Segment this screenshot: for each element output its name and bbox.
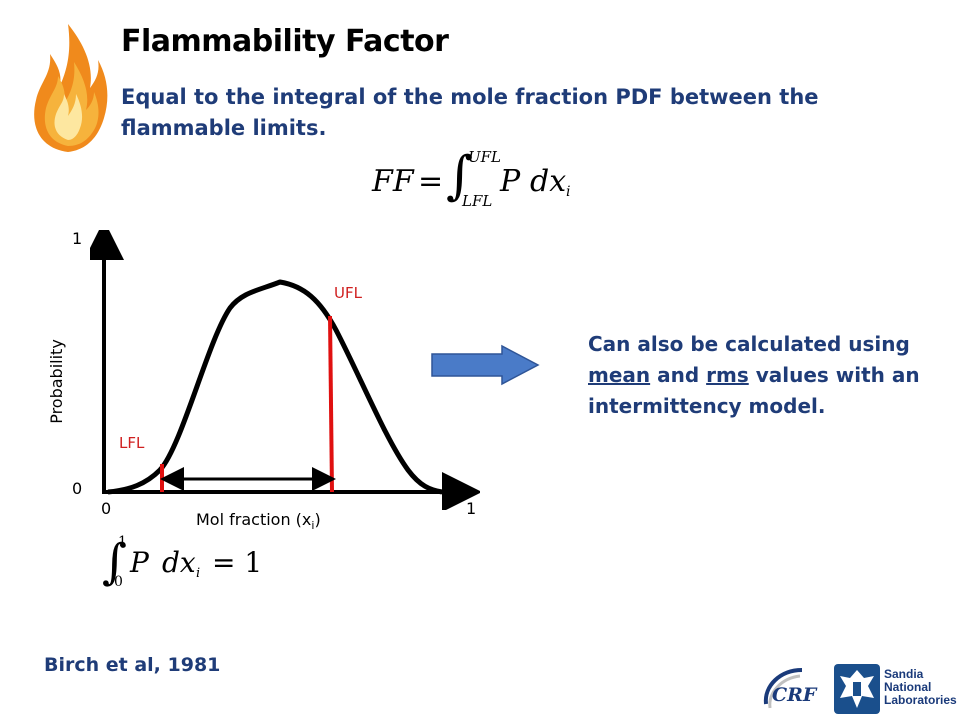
y-tick-bottom: 0 [72, 479, 83, 498]
y-axis-label: Probability [46, 339, 66, 424]
x-axis-label-sub: i [311, 519, 315, 533]
ff-integral-sign: ∫ [446, 146, 474, 206]
side-note-rms: rms [706, 363, 749, 387]
crf-logo-text: CRF [772, 684, 817, 706]
ff-subscript: i [566, 184, 571, 200]
block-arrow [431, 344, 540, 386]
citation: Birch et al, 1981 [44, 654, 221, 676]
pdf-curve [107, 279, 443, 495]
slide-subtitle: Equal to the integral of the mole fracti… [121, 85, 819, 140]
side-note-mean: mean [588, 363, 651, 387]
ff-equals: = [418, 164, 444, 199]
norm-subscript: i [196, 566, 201, 581]
ufl-label: UFL [334, 284, 362, 302]
flame-icon [34, 24, 108, 152]
pdf-graph [90, 230, 480, 510]
sandia-thunderbird-icon [834, 664, 880, 714]
side-note: Can also be calculated using mean and rm… [588, 329, 928, 422]
crf-logo-swoosh [763, 668, 803, 709]
norm-upper-limit: 1 [118, 534, 127, 550]
norm-integrand: P [130, 546, 149, 579]
sandia-logo: Sandia National Laboratories [834, 662, 957, 716]
lfl-label: LFL [119, 434, 145, 452]
norm-differential: dx [162, 546, 196, 579]
norm-lower-limit: 0 [114, 574, 123, 590]
x-axis-label: Mol fraction (xi) [196, 510, 321, 532]
sandia-line2: National [884, 680, 932, 694]
ff-lhs: FF [372, 164, 414, 199]
ff-upper-limit: UFL [468, 148, 502, 166]
side-note-part2: and [650, 363, 707, 387]
ff-lower-limit: LFL [462, 192, 493, 210]
x-tick-right: 1 [466, 499, 477, 518]
side-note-part3: values with an intermittency model. [588, 363, 920, 418]
norm-equals-one: = 1 [212, 546, 263, 579]
ufl-marker [328, 315, 334, 493]
norm-integral-sign: ∫ [102, 534, 128, 590]
x-axis-label-main: Mol fraction (x [196, 510, 312, 529]
ff-differential: dx [530, 164, 567, 199]
slide-title: Flammability Factor [121, 24, 449, 59]
crf-logo: CRF [758, 664, 828, 716]
x-tick-left: 0 [101, 499, 112, 518]
x-axis-label-end: ) [314, 510, 321, 529]
y-tick-top: 1 [72, 229, 83, 248]
sandia-line3: Laboratories [884, 693, 957, 707]
sandia-line1: Sandia [884, 667, 924, 681]
sandia-logo-text: Sandia National Laboratories [884, 668, 957, 707]
side-note-part1: Can also be calculated using [588, 332, 910, 356]
ff-integrand: P [500, 164, 521, 199]
